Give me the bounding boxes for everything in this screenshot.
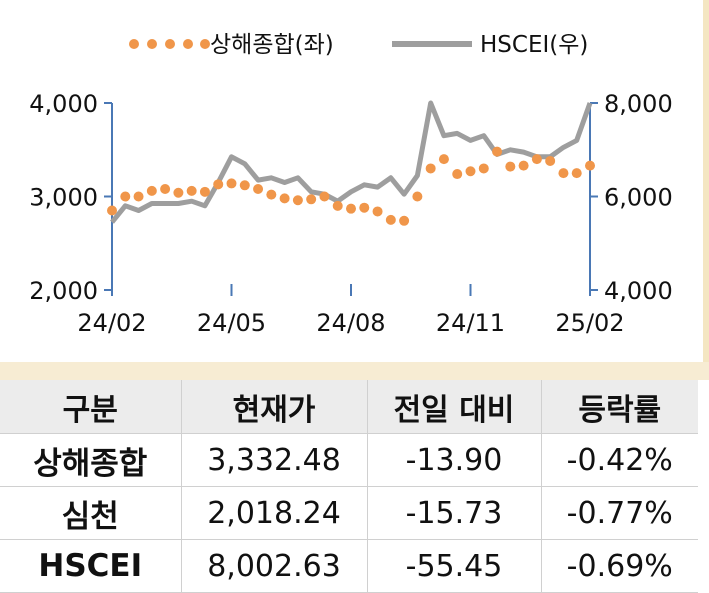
legend-label-shanghai: 상해종합(좌) xyxy=(210,32,334,58)
cell-change: -55.45 xyxy=(367,539,542,593)
legend-dotted-marker xyxy=(129,39,210,49)
series-point-shanghai xyxy=(545,155,556,166)
legend-dot xyxy=(183,39,193,49)
cell-current-price: 8,002.63 xyxy=(181,539,368,593)
series-point-shanghai xyxy=(385,214,396,225)
cell-current-price: 2,018.24 xyxy=(181,486,368,540)
legend-dot xyxy=(147,39,157,49)
separator-band xyxy=(0,362,709,380)
series-point-shanghai xyxy=(306,194,317,205)
series-point-shanghai xyxy=(478,163,489,174)
x-tick-label: 24/02 xyxy=(77,309,146,337)
x-tick-label: 24/08 xyxy=(316,309,385,337)
left-tick-label: 4,000 xyxy=(29,90,98,118)
index-table: 구분 현재가 전일 대비 등락률 상해종합 3,332.48 -13.90 -0… xyxy=(0,380,698,593)
plot-area xyxy=(107,100,595,226)
series-point-shanghai xyxy=(558,168,569,179)
series-point-shanghai xyxy=(319,191,330,202)
series-point-shanghai xyxy=(253,184,264,195)
series-point-shanghai xyxy=(266,189,277,200)
series-point-shanghai xyxy=(372,206,383,217)
series-point-shanghai xyxy=(120,191,131,202)
series-point-shanghai xyxy=(239,180,250,191)
header-current-price: 현재가 xyxy=(181,380,368,434)
table-row: HSCEI 8,002.63 -55.45 -0.69% xyxy=(0,539,698,593)
header-change-rate: 등락률 xyxy=(541,380,698,434)
series-point-shanghai xyxy=(585,160,595,171)
cell-change-rate: -0.77% xyxy=(541,486,698,540)
cell-change: -15.73 xyxy=(367,486,542,540)
legend: 상해종합(좌) HSCEI(우) xyxy=(129,32,588,58)
series-point-shanghai xyxy=(292,195,303,206)
series-point-shanghai xyxy=(571,168,582,179)
right-tick-label: 4,000 xyxy=(604,277,673,305)
row-label: HSCEI xyxy=(0,539,182,593)
series-point-shanghai xyxy=(173,187,184,198)
legend-dot xyxy=(129,39,139,49)
right-edge-stripe xyxy=(703,0,709,380)
legend-dot xyxy=(165,39,175,49)
right-tick-label: 8,000 xyxy=(604,90,673,118)
chart: 상해종합(좌) HSCEI(우) 2,000 3,000 4,000 4,000 6,0… xyxy=(29,32,672,337)
series-point-shanghai xyxy=(531,154,542,165)
table-row: 상해종합 3,332.48 -13.90 -0.42% xyxy=(0,433,698,487)
left-tick-label: 2,000 xyxy=(29,277,98,305)
series-line-hscei xyxy=(110,100,593,224)
series-point-shanghai xyxy=(279,193,290,204)
right-tick-label: 6,000 xyxy=(604,184,673,212)
series-point-shanghai xyxy=(346,203,356,214)
series-point-shanghai xyxy=(332,200,343,211)
x-tick-label: 25/02 xyxy=(555,309,624,337)
left-tick-label: 3,000 xyxy=(29,184,98,212)
cell-change: -13.90 xyxy=(367,433,542,487)
series-point-shanghai xyxy=(492,146,503,157)
series-point-shanghai xyxy=(438,154,449,165)
row-label: 심천 xyxy=(0,486,182,540)
series-point-shanghai xyxy=(425,163,436,174)
series-point-shanghai xyxy=(505,161,516,172)
cell-change-rate: -0.69% xyxy=(541,539,698,593)
series-point-shanghai xyxy=(359,202,370,213)
header-change: 전일 대비 xyxy=(367,380,542,434)
axes: 2,000 3,000 4,000 4,000 6,000 8,000 24/02 24/05… xyxy=(29,90,672,337)
x-tick-label: 24/11 xyxy=(436,309,505,337)
legend-label-hscei: HSCEI(우) xyxy=(480,32,588,58)
series-point-shanghai xyxy=(107,205,117,216)
x-tick-label: 24/05 xyxy=(197,309,266,337)
series-point-shanghai xyxy=(518,160,529,171)
row-label: 상해종합 xyxy=(0,433,182,487)
series-point-shanghai xyxy=(186,185,197,196)
series-point-shanghai xyxy=(213,179,224,190)
series-point-shanghai xyxy=(146,185,157,196)
series-point-shanghai xyxy=(133,191,144,202)
legend-dot xyxy=(200,39,210,49)
series-point-shanghai xyxy=(226,178,237,189)
table-row: 심천 2,018.24 -15.73 -0.77% xyxy=(0,486,698,540)
header-category: 구분 xyxy=(0,380,182,434)
series-point-shanghai xyxy=(412,191,423,202)
series-point-shanghai xyxy=(160,184,171,195)
series-point-shanghai xyxy=(199,186,210,197)
series-point-shanghai xyxy=(465,166,476,177)
cell-current-price: 3,332.48 xyxy=(181,433,368,487)
cell-change-rate: -0.42% xyxy=(541,433,698,487)
table-header-row: 구분 현재가 전일 대비 등락률 xyxy=(0,380,698,434)
series-point-shanghai xyxy=(399,215,410,226)
series-point-shanghai xyxy=(452,169,463,180)
